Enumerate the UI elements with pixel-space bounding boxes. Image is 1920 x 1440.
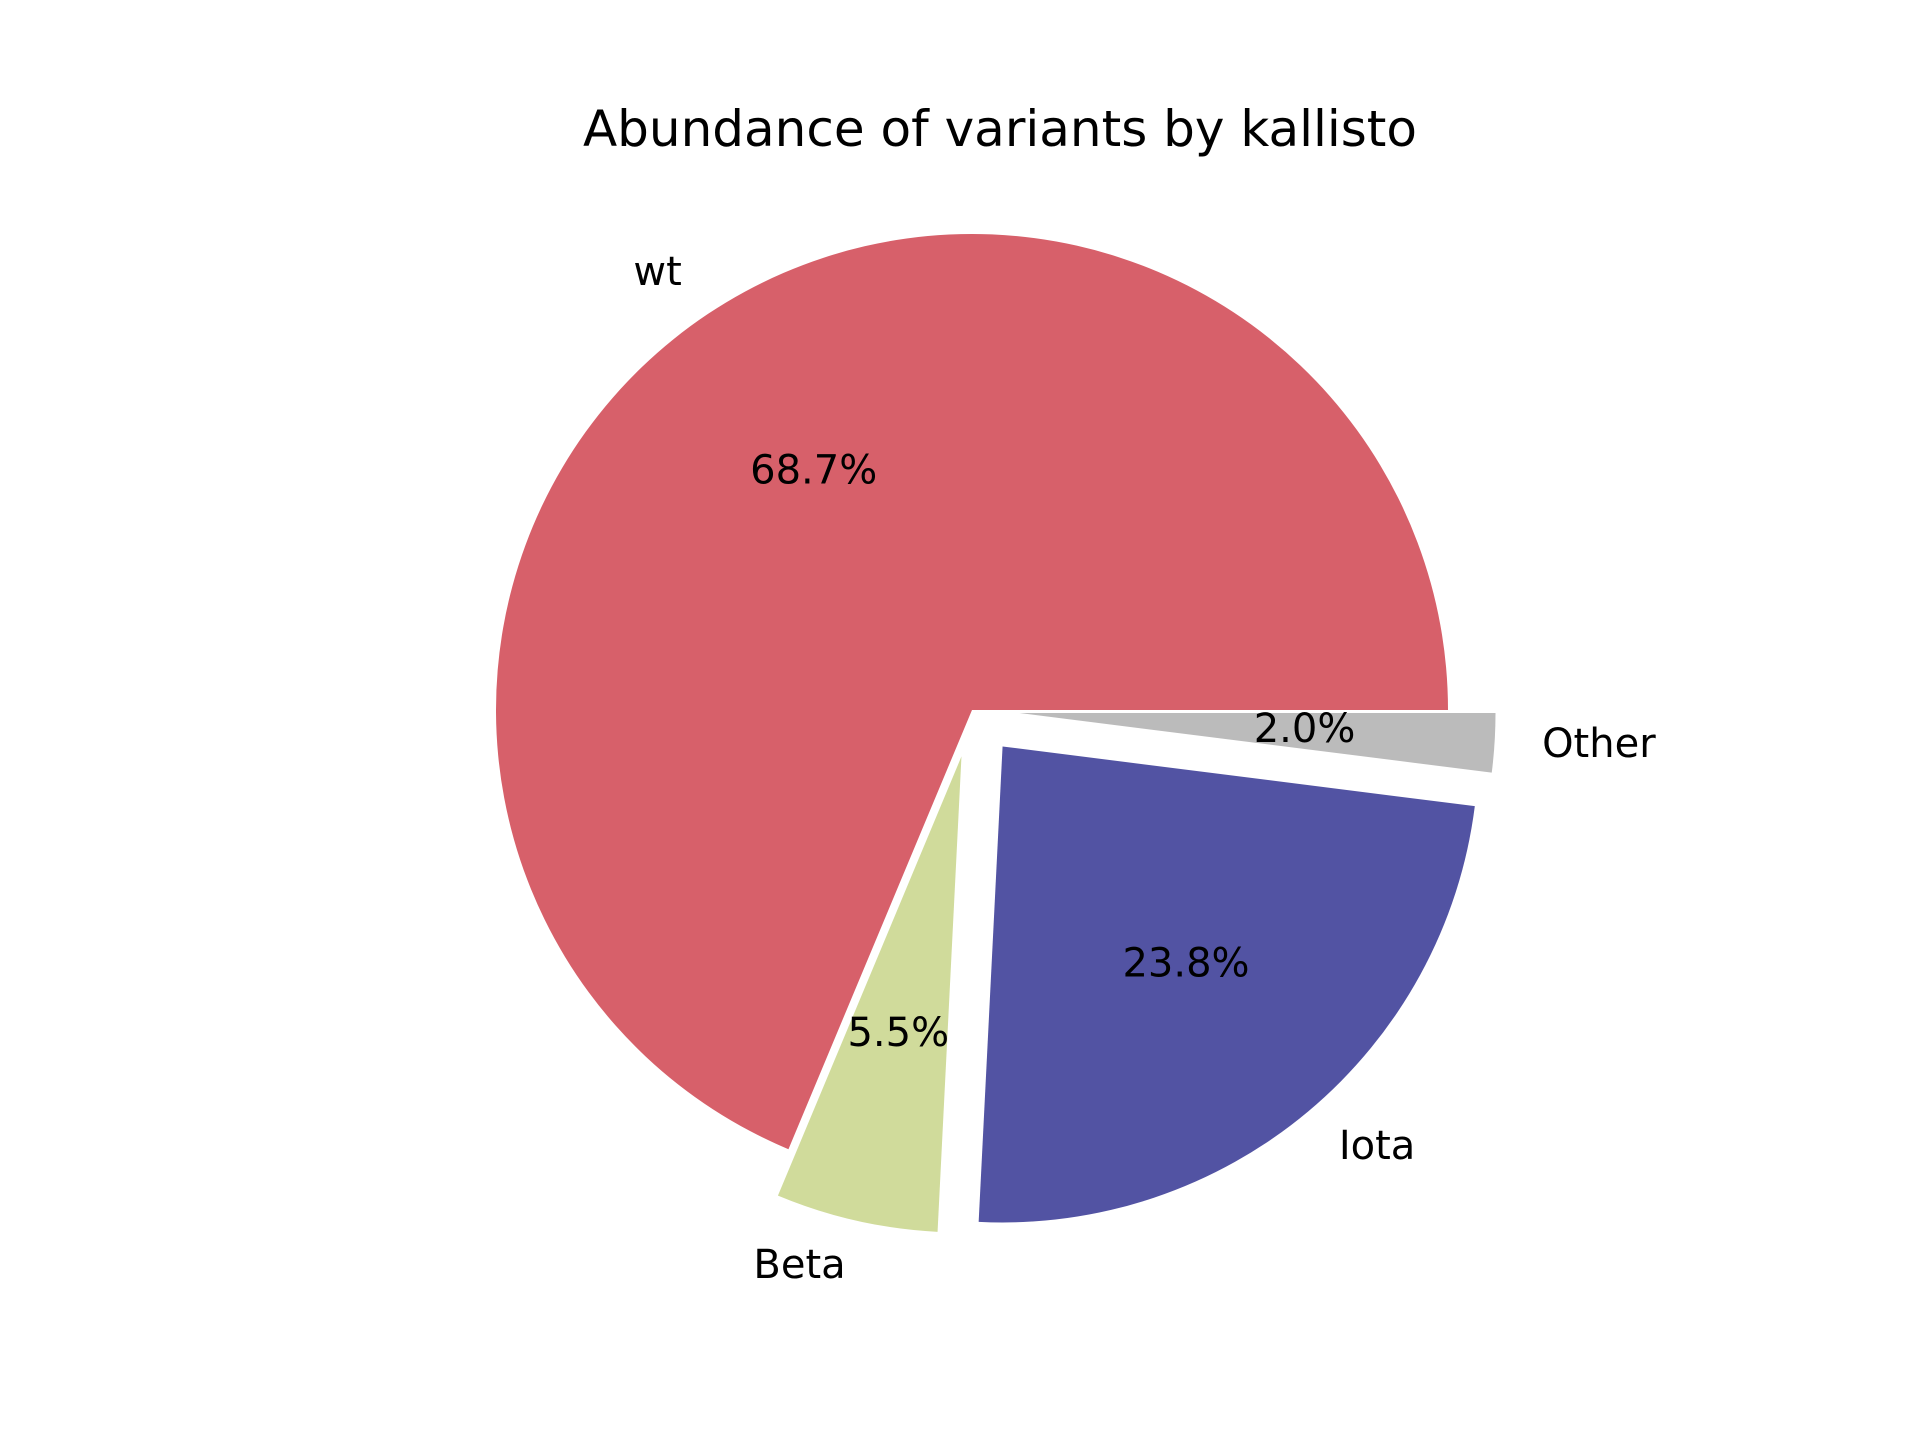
slice-label-beta: Beta: [753, 1242, 845, 1288]
slice-percent-wt: 68.7%: [750, 447, 877, 493]
pie-labels: wt 68.7% Beta 5.5% Iota 23.8% Other 2.0%: [633, 249, 1656, 1288]
pie-slices: [496, 234, 1496, 1232]
slice-label-other: Other: [1542, 721, 1656, 767]
slice-percent-beta: 5.5%: [847, 1010, 949, 1056]
pie-slice-beta: [777, 756, 962, 1232]
slice-percent-iota: 23.8%: [1122, 940, 1249, 986]
slice-label-wt: wt: [633, 249, 681, 295]
chart-title: Abundance of variants by kallisto: [583, 100, 1417, 158]
slice-percent-other: 2.0%: [1254, 706, 1356, 752]
pie-slice-other: [1019, 712, 1496, 773]
pie-slice-wt: [496, 234, 1448, 1150]
slice-label-iota: Iota: [1339, 1123, 1415, 1169]
pie-slice-iota: [978, 746, 1475, 1223]
